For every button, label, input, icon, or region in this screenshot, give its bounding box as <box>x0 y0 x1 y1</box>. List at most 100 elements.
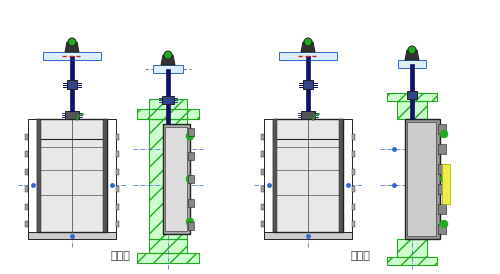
Bar <box>261 221 264 227</box>
Bar <box>438 224 446 234</box>
Bar <box>116 169 119 175</box>
Bar <box>261 152 264 157</box>
Bar <box>37 119 41 232</box>
Bar <box>352 169 355 175</box>
Bar <box>352 221 355 227</box>
Bar <box>25 221 28 227</box>
Bar <box>25 152 28 157</box>
Bar <box>137 109 199 119</box>
Polygon shape <box>161 55 175 65</box>
Bar <box>163 124 190 234</box>
Bar <box>438 184 446 194</box>
Bar <box>438 204 446 214</box>
Bar <box>261 186 264 192</box>
Bar <box>397 239 427 257</box>
Bar <box>116 152 119 157</box>
Bar <box>261 204 264 210</box>
Bar <box>398 60 426 68</box>
Bar <box>407 91 417 99</box>
Bar <box>261 169 264 175</box>
Bar <box>162 96 174 104</box>
Bar <box>116 204 119 210</box>
Bar <box>37 119 107 232</box>
Bar <box>166 69 170 124</box>
Bar <box>273 119 343 232</box>
Bar <box>387 257 437 265</box>
Bar <box>116 134 119 140</box>
Text: 附壁式: 附壁式 <box>350 251 370 261</box>
Bar <box>28 232 116 239</box>
Bar <box>343 119 352 239</box>
Bar <box>43 52 101 60</box>
Bar <box>339 119 343 232</box>
Bar <box>137 253 199 263</box>
Bar <box>137 109 199 119</box>
Bar <box>188 128 194 136</box>
Bar <box>116 221 119 227</box>
Bar <box>149 99 187 119</box>
Bar <box>70 56 74 111</box>
Circle shape <box>408 46 416 54</box>
Bar <box>387 93 437 101</box>
Circle shape <box>440 130 448 138</box>
Bar <box>188 198 194 207</box>
Bar <box>301 111 315 119</box>
Bar <box>405 119 440 239</box>
Circle shape <box>186 175 194 183</box>
Bar <box>67 80 77 89</box>
Circle shape <box>440 220 448 228</box>
Bar <box>352 204 355 210</box>
Circle shape <box>186 218 194 226</box>
Bar <box>264 232 352 239</box>
Bar <box>25 186 28 192</box>
Bar <box>116 186 119 192</box>
Bar <box>188 175 194 183</box>
Bar <box>165 127 187 231</box>
Bar <box>438 164 446 174</box>
Polygon shape <box>405 50 419 60</box>
Bar <box>149 119 187 239</box>
Bar <box>25 134 28 140</box>
Bar <box>352 152 355 157</box>
Bar <box>438 144 446 154</box>
Bar <box>303 80 313 89</box>
Bar <box>149 99 187 119</box>
Polygon shape <box>65 42 79 52</box>
Bar <box>153 65 183 73</box>
Bar <box>407 122 436 236</box>
Bar <box>410 64 414 119</box>
Bar <box>149 239 187 253</box>
Bar <box>149 119 187 239</box>
Bar <box>442 164 450 204</box>
Bar <box>103 119 107 232</box>
Polygon shape <box>301 42 315 52</box>
Bar <box>137 253 199 263</box>
Bar <box>397 101 427 119</box>
Circle shape <box>164 51 172 59</box>
Bar <box>306 56 310 111</box>
Bar <box>25 169 28 175</box>
Bar <box>279 52 337 60</box>
Circle shape <box>440 175 448 183</box>
Bar <box>438 124 446 134</box>
Bar <box>352 186 355 192</box>
Circle shape <box>304 38 312 46</box>
Bar <box>149 239 187 253</box>
Bar <box>28 119 37 239</box>
Circle shape <box>68 38 76 46</box>
Bar <box>261 134 264 140</box>
Bar <box>188 222 194 230</box>
Bar <box>397 239 427 257</box>
Bar <box>273 119 277 232</box>
Bar <box>387 93 437 101</box>
Text: 靠壁式: 靠壁式 <box>110 251 130 261</box>
Bar <box>65 111 79 119</box>
Bar <box>25 204 28 210</box>
Bar <box>107 119 116 239</box>
Bar <box>387 257 437 265</box>
Bar <box>397 101 427 119</box>
Bar <box>264 119 273 239</box>
Bar <box>352 134 355 140</box>
Bar <box>188 152 194 159</box>
Circle shape <box>186 132 194 140</box>
